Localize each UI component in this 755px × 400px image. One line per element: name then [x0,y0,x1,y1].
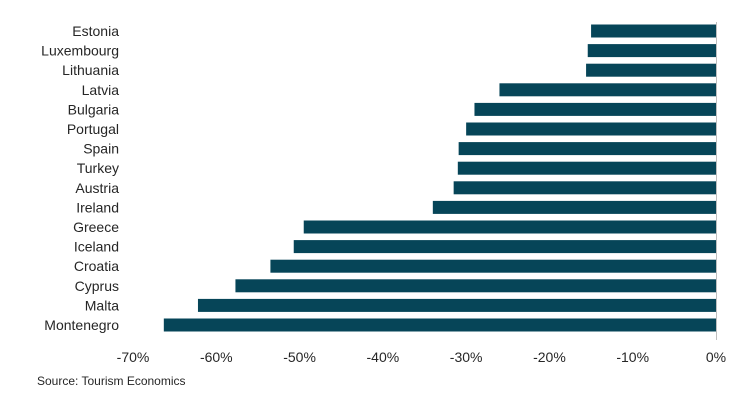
category-label: Montenegro [44,317,119,333]
bar-ireland [432,200,716,214]
bar-estonia [591,24,716,38]
bars-group [163,24,717,332]
category-label: Ireland [76,199,119,215]
bar-austria [453,181,716,195]
category-label: Turkey [77,160,119,176]
category-label: Spain [83,141,119,157]
bar-croatia [270,259,716,273]
bar-malta [197,298,716,312]
category-label: Croatia [74,258,119,274]
category-label: Austria [75,180,119,196]
bar-greece [303,220,716,234]
category-label: Portugal [67,121,119,137]
category-label: Bulgaria [68,101,120,117]
bar-luxembourg [587,44,716,58]
bar-cyprus [235,279,717,293]
x-tick-label: -60% [200,349,233,365]
bar-montenegro [163,318,716,332]
category-label: Latvia [82,82,120,98]
bar-portugal [466,122,716,136]
x-tick-label: -20% [533,349,566,365]
category-label: Iceland [74,239,119,255]
x-tick-label: -50% [283,349,316,365]
bar-turkey [457,161,716,175]
x-tick-label: -10% [616,349,649,365]
category-label: Luxembourg [41,43,119,59]
category-label: Greece [73,219,119,235]
bar-spain [458,142,716,156]
x-tick-label: 0% [706,349,726,365]
x-tick-label: -40% [367,349,400,365]
x-tick-label: -70% [117,349,150,365]
x-tick-labels: -70% -60% -50% -40% -30% -20% -10% 0% [117,349,726,365]
category-label: Lithuania [62,62,119,78]
source-note: Source: Tourism Economics [37,374,186,388]
category-labels: Estonia Luxembourg Lithuania Latvia Bulgaria… [41,23,119,333]
bar-bulgaria [474,102,716,116]
category-label: Cyprus [75,278,119,294]
x-tick-label: -30% [450,349,483,365]
bar-lithuania [586,63,716,77]
category-label: Malta [85,297,119,313]
bar-iceland [293,240,716,254]
bar-latvia [499,83,716,97]
category-label: Estonia [72,23,119,39]
